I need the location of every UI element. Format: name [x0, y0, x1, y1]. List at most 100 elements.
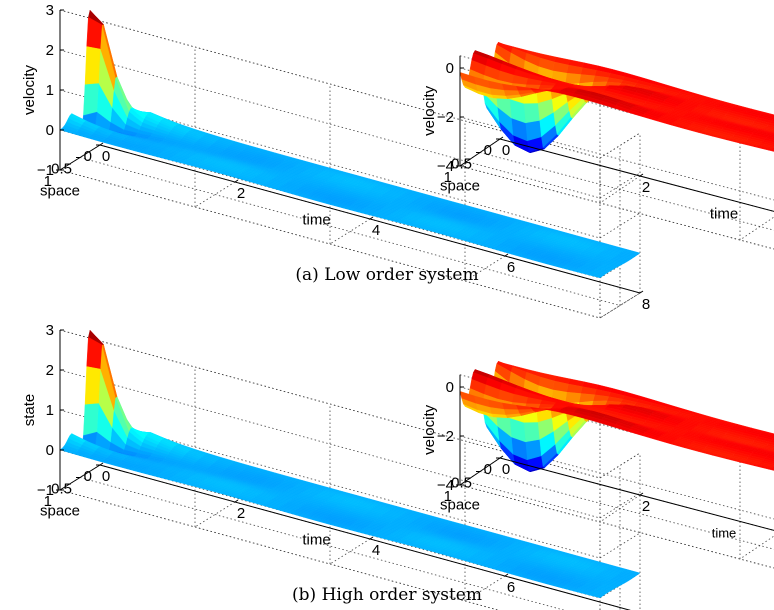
z-tick-label: 1 [46, 82, 54, 99]
z-tick-label: 0 [46, 442, 54, 459]
z-tick-label: −1 [37, 482, 54, 499]
axes [456, 55, 774, 212]
y-tick-label: 0 [484, 461, 492, 478]
y-tick-label: 0.5 [451, 475, 472, 492]
surface-patch [84, 46, 101, 85]
x-tick-label: 2 [642, 179, 650, 196]
z-tick-label: 2 [46, 42, 54, 59]
z-tick-label: −2 [437, 428, 454, 445]
grid-line [194, 181, 236, 208]
x-tick [234, 179, 239, 183]
grid-line [79, 477, 565, 610]
grid-line [79, 157, 621, 306]
grid-line [194, 501, 236, 528]
grid-line [479, 471, 774, 550]
y-axis-title: space [440, 178, 480, 195]
z-axis-title: velocity [421, 404, 438, 455]
x-tick-label: 4 [372, 222, 380, 239]
y-tick-label: 0.5 [51, 161, 72, 178]
z-tick-label: 2 [46, 362, 54, 379]
x-tick-label: 2 [642, 498, 650, 515]
z-tick-label: −1 [37, 162, 54, 179]
y-tick-label: 0 [84, 468, 92, 485]
surface [459, 42, 774, 154]
x-tick-label: 4 [372, 542, 380, 559]
z-tick-label: −2 [437, 109, 454, 126]
caption-b: (b) High order system [292, 585, 482, 605]
grid-line [479, 152, 774, 231]
y-tick-label: 0 [84, 148, 92, 165]
y-tick-label: 0.5 [51, 481, 72, 498]
z-tick-label: −4 [437, 158, 454, 175]
x-tick [639, 290, 644, 294]
surface [59, 9, 641, 279]
x-tick-label: 8 [642, 296, 650, 313]
grid-line [329, 538, 371, 565]
z-tick-label: 0 [446, 379, 454, 396]
y-tick-label: 0 [484, 142, 492, 159]
surface-patch [767, 149, 774, 152]
x-axis-title: time [710, 206, 738, 223]
x-tick [504, 573, 509, 577]
caption-a: (a) Low order system [295, 265, 478, 285]
y-tick-label: 1 [44, 173, 52, 190]
surface-patch [525, 120, 542, 142]
y-axis-title: space [440, 497, 480, 514]
x-tick [504, 253, 509, 257]
z-tick-label: 3 [46, 2, 54, 19]
x-tick [369, 216, 374, 220]
x-tick-label: 0 [502, 142, 510, 159]
x-tick [99, 142, 104, 146]
surface-patch [459, 72, 476, 85]
x-tick-label: 6 [507, 259, 515, 276]
surface [59, 329, 641, 599]
x-axis-title: time [302, 532, 330, 549]
z-axis-title: state [21, 394, 38, 427]
z-tick-label: −4 [437, 477, 454, 494]
surface-patch [83, 403, 99, 436]
y-tick-label: 0.5 [451, 156, 472, 173]
z-tick-label: 1 [46, 402, 54, 419]
x-tick [369, 536, 374, 540]
x-tick [499, 455, 504, 459]
surface-patch [503, 89, 520, 96]
x-axis-title: time [302, 212, 330, 229]
z-tick-label: 0 [46, 122, 54, 139]
surface-patch [525, 439, 542, 461]
surface [459, 361, 774, 473]
grid-line [329, 218, 371, 245]
x-axis-title: time [712, 526, 737, 541]
z-axis-title: velocity [421, 85, 438, 136]
x-tick-label: 0 [102, 468, 110, 485]
time-axis-line [499, 138, 774, 212]
grid-line [739, 216, 774, 241]
axes [56, 9, 644, 294]
z-tick-label: 0 [446, 60, 454, 77]
surface-patch [503, 408, 520, 415]
x-tick [499, 136, 504, 140]
surface-patch [84, 366, 101, 405]
x-tick [99, 462, 104, 466]
x-tick-label: 6 [507, 579, 515, 596]
z-axis-title: velocity [21, 64, 38, 115]
grid-line [459, 165, 774, 250]
grid-line [459, 116, 774, 201]
x-tick [639, 492, 644, 496]
y-axis-title: space [40, 503, 80, 520]
x-tick [639, 173, 644, 177]
x-tick-label: 0 [102, 148, 110, 165]
grid-line [739, 535, 774, 560]
surface-patch [767, 468, 774, 471]
x-tick-label: 2 [237, 185, 245, 202]
x-tick [234, 499, 239, 503]
surface-patch [523, 102, 540, 124]
x-tick-label: 0 [502, 461, 510, 478]
y-tick-label: 1 [444, 169, 452, 186]
surface-patch [523, 421, 540, 443]
y-axis-title: space [40, 183, 80, 200]
x-tick-label: 2 [237, 505, 245, 522]
